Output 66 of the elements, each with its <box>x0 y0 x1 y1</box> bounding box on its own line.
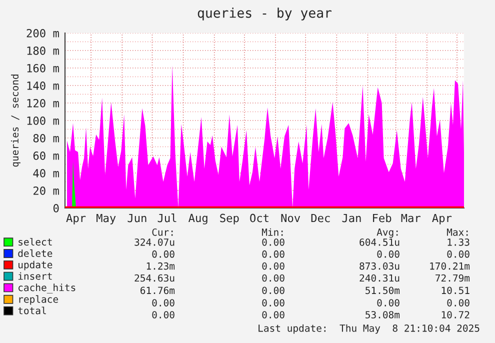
legend-label: cache_hits <box>18 284 76 294</box>
x-tick-label: Dec <box>311 214 330 222</box>
legend-label: select <box>18 238 52 246</box>
text: 0.00 <box>377 250 400 258</box>
x-tick-label: Apr <box>432 214 452 224</box>
y-tick-label: 160 m <box>27 64 59 72</box>
text: 0.00 <box>262 250 284 258</box>
text: 10.72 <box>442 311 470 318</box>
text: 53.08m <box>366 311 400 318</box>
chart-title: queries - by year <box>198 8 332 20</box>
x-tick-label: Apr <box>66 214 86 224</box>
y-tick-label: 40 m <box>33 169 59 178</box>
text: 873.03u <box>360 262 400 270</box>
y-tick-label: 60 m <box>33 152 59 160</box>
text: 0.00 <box>262 238 284 246</box>
legend-label: total <box>18 306 46 314</box>
text: 0.00 <box>262 299 284 306</box>
x-tick-label: Jun <box>128 214 146 222</box>
legend-label: delete <box>18 249 52 257</box>
text: 72.79m <box>436 274 470 282</box>
y-tick-label: 200 m <box>26 29 59 38</box>
y-tick-label: 140 m <box>27 82 59 90</box>
text: 10.51 <box>442 286 470 294</box>
y-tick-label: 100 m <box>27 116 59 125</box>
x-tick-label: Aug <box>188 214 208 224</box>
x-tick-label: Nov <box>281 214 300 222</box>
text: Last update: Thu May 8 21:10:04 2025 <box>258 324 480 334</box>
text: 0.00 <box>262 262 284 270</box>
text: 0.00 <box>262 311 284 318</box>
text: 51.50m <box>366 286 400 294</box>
text: 61.76m <box>140 286 175 294</box>
text: 0.00 <box>152 250 174 258</box>
text: 240.31u <box>360 274 400 282</box>
legend-label: replace <box>19 295 58 305</box>
text: 0.00 <box>152 311 174 318</box>
x-tick-label: May <box>96 214 116 224</box>
x-tick-label: Oct <box>250 214 268 222</box>
text: 1.33 <box>448 238 470 246</box>
text: Avg: <box>376 228 398 238</box>
x-tick-label: Jan <box>342 214 361 222</box>
text: Min: <box>262 228 283 236</box>
text: Cur: <box>152 228 173 236</box>
text: 0.00 <box>262 274 284 282</box>
legend-label: insert <box>18 272 52 280</box>
y-tick-label: 20 m <box>34 186 59 195</box>
legend-label: update <box>18 260 52 270</box>
text: 254.63u <box>134 274 174 282</box>
text: 1.23m <box>146 262 175 270</box>
y-tick-label: 120 m <box>27 99 59 108</box>
text: Max: <box>446 228 468 236</box>
text: 170.21m <box>430 262 470 270</box>
text: 0.00 <box>262 286 284 294</box>
y-tick-label: 180 m <box>27 46 59 55</box>
y-tick-label: 80 m <box>33 134 59 142</box>
x-tick-label: Sep <box>220 214 239 224</box>
x-tick-label: Jul <box>158 214 176 222</box>
text: 0.00 <box>447 250 470 258</box>
text: 0.00 <box>377 299 400 306</box>
x-tick-label: Mar <box>401 214 420 222</box>
y-axis-title: queries / second <box>11 74 20 167</box>
text: 0.00 <box>152 299 174 306</box>
x-tick-label: Feb <box>373 214 392 222</box>
text: 324.07u <box>134 238 174 246</box>
text: 604.51u <box>360 238 400 246</box>
text: 0.00 <box>447 299 470 306</box>
y-tick-label: 0 <box>53 204 59 212</box>
